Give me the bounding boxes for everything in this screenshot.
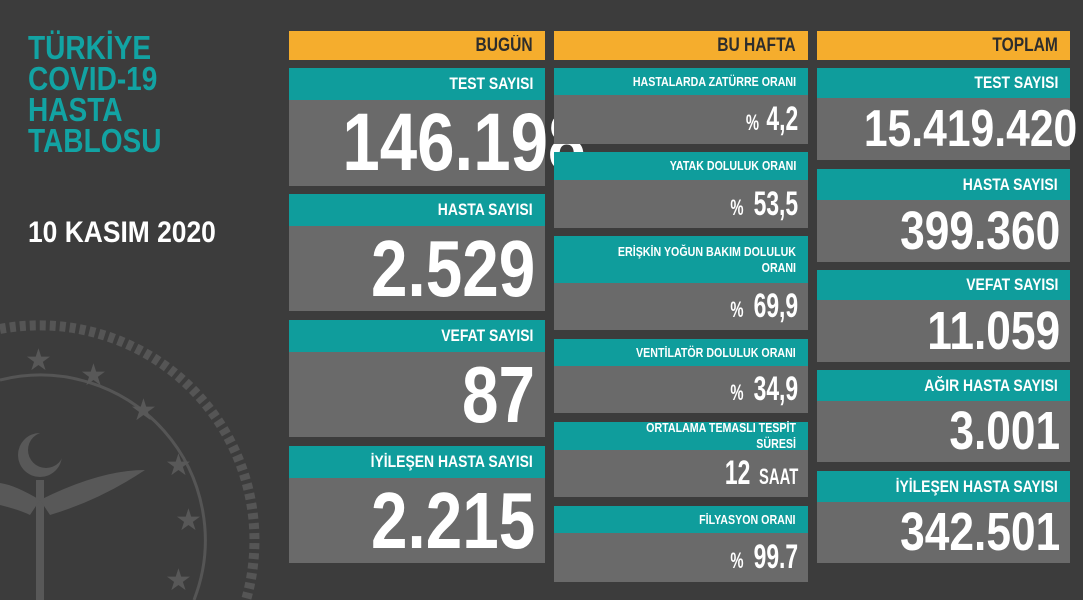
card-label: VEFAT SAYISI: [965, 275, 1058, 294]
svg-text:★: ★: [165, 448, 192, 483]
title-line: HASTA: [28, 91, 123, 128]
card-label: ORTALAMA TEMASLI TESPİT SÜRESİ: [646, 420, 796, 451]
card-value: 342.501: [899, 502, 1060, 562]
week-bed-occupancy-card: YATAK DOLULUK ORANI % 53,5: [554, 152, 808, 228]
card-value: 69,9: [753, 287, 798, 325]
card-label: ERİŞKİN YOĞUN BAKIM DOLULUK ORANI: [617, 243, 796, 275]
card-value: 146.198: [342, 97, 586, 188]
total-recovered-card: İYİLEŞEN HASTA SAYISI 342.501: [817, 471, 1070, 563]
svg-text:★: ★: [175, 503, 202, 538]
percent-sign: %: [730, 548, 744, 573]
card-label: HASTALARDA ZATÜRRE ORANI: [632, 73, 796, 89]
card-value: 15.419.420: [863, 100, 1078, 158]
card-value: 99.7: [753, 538, 798, 576]
title-line: TÜRKİYE: [28, 29, 152, 66]
unit: SAAT: [758, 464, 798, 489]
card-value: 11.059: [927, 301, 1060, 361]
page-title: TÜRKİYE COVID-19 HASTA TABLOSU: [28, 29, 278, 159]
total-tests-card: TEST SAYISI 15.419.420: [817, 68, 1077, 160]
week-contact-tracing-time-card: ORTALAMA TEMASLI TESPİT SÜRESİ 12 SAAT: [554, 420, 808, 497]
card-label: VEFAT SAYISI: [440, 326, 533, 345]
card-value: 2.529: [370, 224, 535, 313]
title-line: COVID-19: [28, 60, 158, 97]
card-label: HASTA SAYISI: [438, 200, 533, 219]
card-label: İYİLEŞEN HASTA SAYISI: [895, 476, 1058, 496]
report-date: 10 KASIM 2020: [28, 216, 216, 249]
card-value: 3.001: [949, 401, 1060, 461]
card-value: 87: [462, 350, 535, 439]
percent-sign: %: [730, 195, 744, 220]
card-label: YATAK DOLULUK ORANI: [669, 158, 796, 173]
today-recovered-card: İYİLEŞEN HASTA SAYISI 2.215: [289, 446, 545, 563]
card-value: 399.360: [899, 201, 1060, 261]
total-header: TOPLAM: [817, 31, 1070, 60]
week-ventilator-occupancy-card: VENTİLATÖR DOLULUK ORANI % 34,9: [554, 339, 808, 413]
card-value: 53,5: [753, 185, 798, 223]
today-header: BUGÜN: [289, 31, 545, 60]
svg-text:★: ★: [130, 393, 157, 428]
percent-sign: %: [746, 110, 760, 135]
card-label: TEST SAYISI: [974, 73, 1058, 92]
card-label: İYİLEŞEN HASTA SAYISI: [370, 452, 533, 471]
card-label: VENTİLATÖR DOLULUK ORANI: [636, 344, 796, 360]
week-icu-occupancy-card: ERİŞKİN YOĞUN BAKIM DOLULUK ORANI % 69,9: [554, 236, 808, 330]
total-severe-card: AĞIR HASTA SAYISI 3.001: [817, 370, 1070, 462]
card-label: TEST SAYISI: [449, 74, 533, 93]
today-deaths-card: VEFAT SAYISI 87: [289, 320, 545, 437]
week-filiation-rate-card: FİLYASYON ORANI % 99.7: [554, 506, 808, 582]
card-value: 4,2: [766, 100, 798, 138]
card-value: 34,9: [753, 370, 798, 408]
svg-text:★: ★: [80, 358, 107, 393]
week-pneumonia-rate-card: HASTALARDA ZATÜRRE ORANI % 4,2: [554, 68, 808, 144]
percent-sign: %: [730, 380, 744, 405]
total-deaths-card: VEFAT SAYISI 11.059: [817, 270, 1070, 362]
card-label: FİLYASYON ORANI: [699, 511, 796, 527]
card-value: 2.215: [370, 476, 535, 565]
card-label: HASTA SAYISI: [963, 174, 1058, 194]
title-line: TABLOSU: [28, 122, 162, 159]
today-cases-card: HASTA SAYISI 2.529: [289, 194, 545, 311]
svg-text:★: ★: [165, 563, 192, 598]
card-value: 12: [724, 454, 751, 492]
ministry-emblem-icon: ★ ★★★★★: [0, 320, 260, 600]
svg-text:★: ★: [25, 343, 52, 378]
week-header: BU HAFTA: [554, 31, 808, 60]
today-test-card: TEST SAYISI 146.198: [289, 68, 585, 186]
card-label: AĞIR HASTA SAYISI: [924, 375, 1058, 395]
total-cases-card: HASTA SAYISI 399.360: [817, 169, 1070, 262]
percent-sign: %: [730, 297, 744, 322]
